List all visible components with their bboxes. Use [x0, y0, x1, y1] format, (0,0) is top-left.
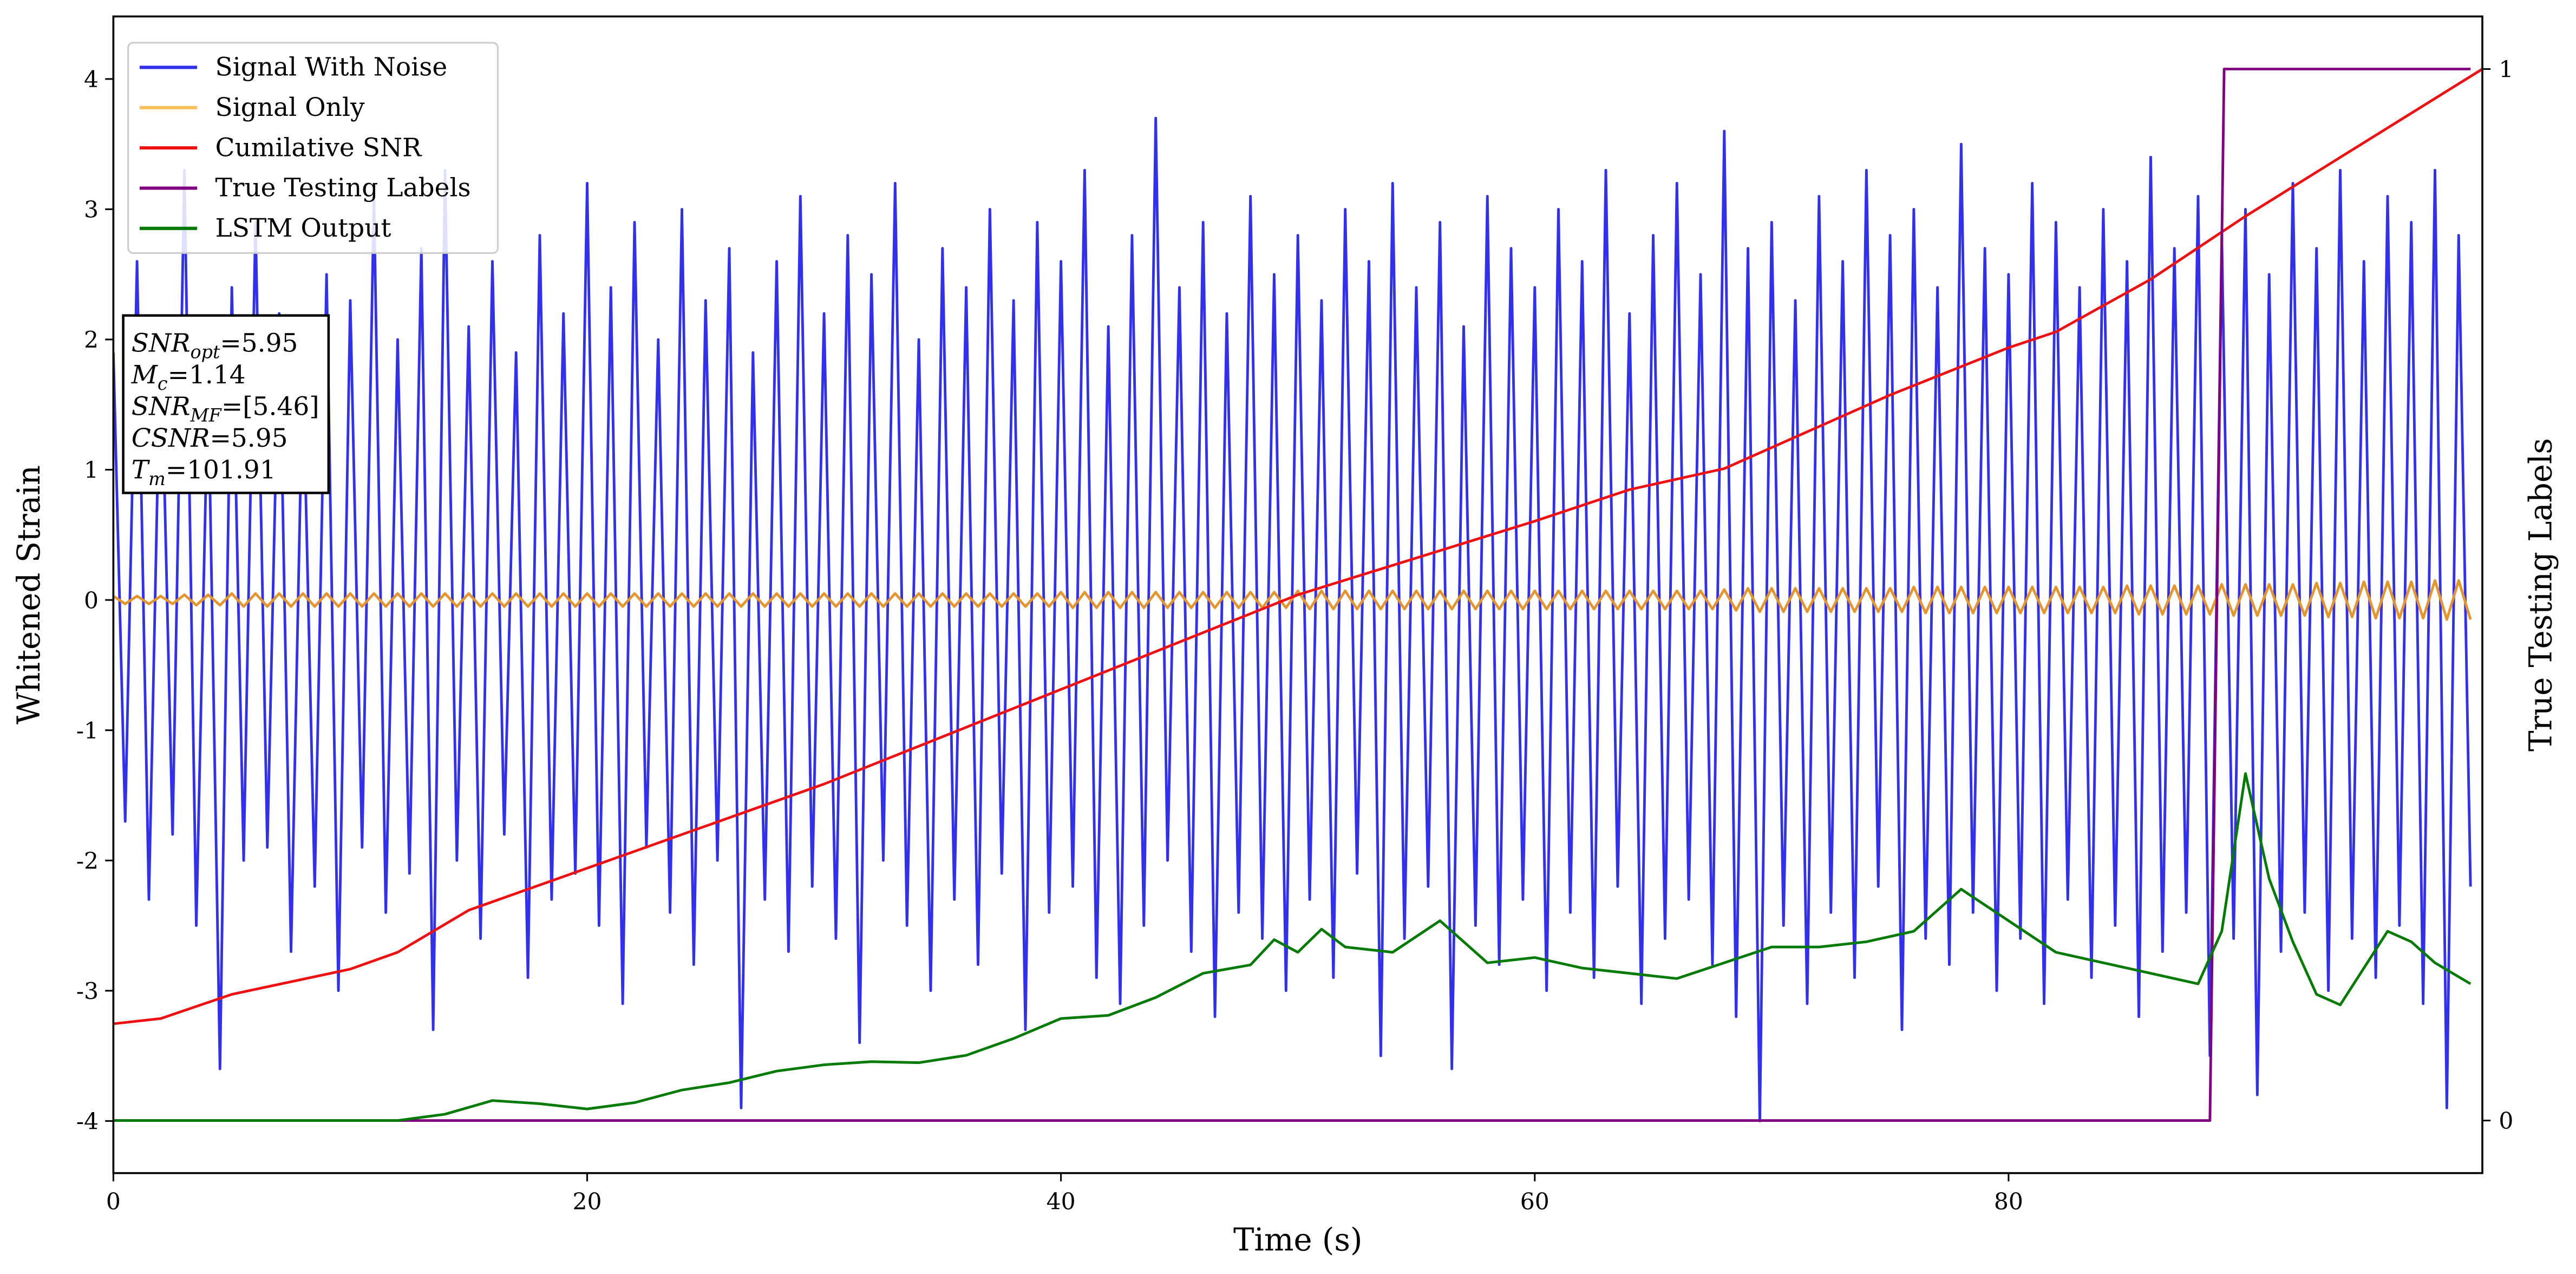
annotation-value: =1.14 — [168, 360, 246, 390]
annotation-symbol: CSNR — [132, 423, 210, 453]
x-tick-label: 0 — [106, 1188, 121, 1215]
annotation-subscript: c — [158, 373, 168, 394]
annotation-value: =[5.46] — [221, 392, 319, 422]
series-line — [113, 68, 2483, 1025]
series-line — [113, 579, 2472, 621]
legend-label: Cumilative SNR — [215, 133, 423, 162]
annotation-symbol: M — [131, 360, 159, 390]
annotation-line: CSNR=5.95 — [132, 423, 288, 453]
x-tick-label: 60 — [1520, 1188, 1549, 1215]
annotation-symbol: T — [132, 455, 151, 485]
annotation-subscript: m — [148, 468, 166, 489]
annotation-symbol: SNR — [132, 328, 191, 358]
plot-area — [113, 68, 2483, 1122]
annotation: SNRopt=5.95Mc=1.14SNRMF=[5.46]CSNR=5.95T… — [122, 314, 330, 494]
y-axis-label: Whitened Strain — [10, 465, 47, 724]
annotation-value: =5.95 — [220, 328, 298, 358]
legend: Signal With Noise Signal Only Cumilative S… — [127, 42, 499, 254]
y-tick-label: 0 — [84, 587, 99, 614]
legend-label: LSTM Output — [215, 213, 391, 243]
series-line — [113, 116, 2472, 1122]
axes-frame — [112, 15, 2483, 1174]
x-tick-label: 40 — [1047, 1188, 1076, 1215]
legend-label: Signal Only — [215, 93, 365, 122]
legend-label: True Testing Labels — [215, 173, 471, 203]
annotation-line: Mc=1.14 — [131, 360, 246, 394]
x-tick-label: 80 — [1994, 1188, 2023, 1215]
y-tick-label: 1 — [84, 458, 99, 484]
legend-label: Signal With Noise — [215, 53, 448, 82]
y-tick-label: 3 — [84, 197, 99, 224]
y-tick-label: 2 — [84, 327, 99, 354]
annotation-subscript: MF — [190, 405, 223, 426]
series-line — [113, 772, 2472, 1122]
x-axis-label: Time (s) — [1233, 1221, 1363, 1258]
y-tick-label: -2 — [76, 848, 99, 874]
annotation-value: =5.95 — [210, 423, 287, 453]
y2-tick-label: 0 — [2499, 1108, 2513, 1135]
annotation-subscript: opt — [191, 342, 220, 363]
y-tick-label: -3 — [76, 978, 99, 1005]
y-tick-label: -4 — [76, 1109, 99, 1135]
annotation-box — [122, 314, 330, 494]
annotation-line: SNRopt=5.95 — [132, 328, 298, 362]
series-line — [113, 68, 2471, 1122]
annotation-line: Tm=101.91 — [132, 455, 276, 489]
annotation-line: SNRMF=[5.46] — [132, 392, 319, 426]
y2-axis-label: True Testing Labels — [2522, 438, 2559, 752]
x-tick-label: 20 — [572, 1188, 601, 1215]
annotation-symbol: SNR — [132, 392, 191, 422]
legend-box — [127, 42, 499, 254]
annotation-value: =101.91 — [166, 455, 276, 485]
y-tick-label: -1 — [76, 718, 99, 744]
y-tick-label: 4 — [84, 67, 99, 93]
y2-tick-label: 1 — [2499, 57, 2513, 83]
